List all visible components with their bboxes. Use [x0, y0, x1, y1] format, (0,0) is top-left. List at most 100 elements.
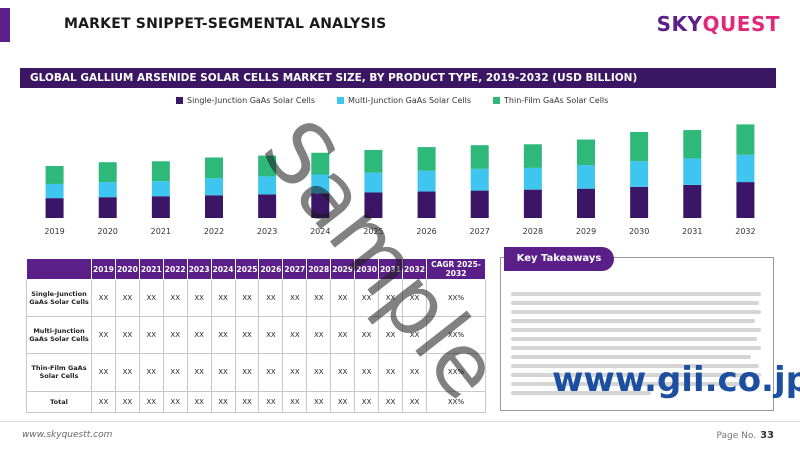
- table-cell: XX: [306, 316, 332, 355]
- table-cell: XX: [210, 278, 236, 318]
- table-cell: XX: [282, 353, 308, 392]
- table-row-label: Total: [26, 390, 92, 414]
- bar-2022-series-0: [205, 195, 223, 218]
- table-cell: XX: [210, 316, 236, 355]
- x-tick-label: 2029: [576, 227, 596, 236]
- table-row: Thin-Film GaAs Solar Cells XX XX XX XX XX XX XX…: [26, 353, 486, 392]
- table-cell: XX: [401, 353, 428, 392]
- table-cell: XX: [378, 353, 403, 392]
- bar-2026-series-0: [417, 191, 436, 218]
- table-header-cell: 2028: [306, 258, 332, 280]
- bar-2032-series-0: [736, 182, 755, 218]
- table-header-cell: 2019: [91, 258, 116, 280]
- table-cell: XX: [378, 278, 403, 318]
- table-cell: XX: [282, 278, 308, 318]
- data-table: 2019 2020 2021 2022 2023 2024 2025 2026 2027 2028…: [26, 258, 486, 414]
- bar-2021-series-1: [151, 181, 170, 197]
- table-cell: XX: [354, 316, 380, 355]
- table-cell: XX: [258, 278, 284, 318]
- table-cell: XX: [114, 390, 140, 414]
- table-cell: XX: [210, 353, 236, 392]
- table-cell: XX: [401, 278, 428, 318]
- table-header-cell: 2030: [354, 258, 380, 280]
- x-tick-label: 2026: [416, 227, 436, 236]
- bar-2026-series-2: [417, 147, 436, 171]
- bar-2029-series-2: [577, 139, 595, 166]
- table-cell: XX: [282, 316, 308, 355]
- bar-2028-series-1: [523, 167, 542, 190]
- table-cell: XX: [401, 390, 428, 414]
- bar-2020-series-2: [98, 162, 117, 183]
- table-header-cell: 2020: [114, 258, 140, 280]
- table-cell: XX: [91, 353, 116, 392]
- table-cell: XX: [234, 390, 260, 414]
- table-header-cell: 2026: [258, 258, 284, 280]
- x-tick-label: 2024: [310, 227, 330, 236]
- table-cell: XX: [91, 278, 116, 318]
- table-header-corner: [26, 258, 92, 280]
- key-takeaways-title: Key Takeaways: [504, 247, 614, 271]
- bar-2024-series-2: [311, 152, 330, 175]
- table-cell: XX: [378, 390, 403, 414]
- title-accent-bar: [0, 8, 10, 42]
- x-tick-label: 2031: [682, 227, 702, 236]
- skyquest-logo: SKYQUEST: [656, 12, 780, 36]
- table-cell: XX: [258, 353, 284, 392]
- bar-2028-series-0: [523, 189, 542, 218]
- table-header-cell: 2029: [330, 258, 356, 280]
- table-row: Single-Junction GaAs Solar Cells XX XX XX XX…: [26, 278, 486, 318]
- table-header-cell: 2022: [162, 258, 188, 280]
- bar-2025-series-0: [364, 192, 383, 218]
- bar-2032-series-2: [736, 124, 755, 155]
- table-cell: XX: [378, 316, 403, 355]
- table-cell: XX: [91, 316, 116, 355]
- x-tick-label: 2028: [523, 227, 543, 236]
- table-cell: XX: [330, 353, 356, 392]
- bar-2030-series-2: [630, 131, 649, 162]
- table-header-cell: 2021: [138, 258, 164, 280]
- table-cell: XX%: [426, 316, 486, 355]
- page-title: MARKET SNIPPET-SEGMENTAL ANALYSIS: [64, 16, 387, 32]
- table-cell: XX: [138, 353, 164, 392]
- chart-legend: Single-Junction GaAs Solar Cells Multi-J…: [176, 96, 608, 105]
- bar-2029-series-0: [577, 188, 595, 218]
- legend-item-thin-film: Thin-Film GaAs Solar Cells: [493, 96, 608, 105]
- table-cell: XX: [234, 316, 260, 355]
- table-header-cell: 2024: [210, 258, 236, 280]
- x-tick-label: 2020: [98, 227, 118, 236]
- bar-2020-series-0: [98, 197, 117, 218]
- key-takeaways-panel: Key Takeaways: [500, 247, 776, 413]
- table-cell: XX%: [426, 278, 486, 318]
- table-cell: XX: [354, 390, 380, 414]
- table-row-label: Thin-Film GaAs Solar Cells: [26, 353, 92, 392]
- table-header-cell: CAGR 2025-2032: [426, 258, 486, 280]
- bar-2031-series-1: [683, 158, 702, 185]
- bar-2032-series-1: [736, 154, 755, 183]
- table-cell: XX: [114, 353, 140, 392]
- bar-2020-series-1: [98, 182, 117, 198]
- table-header-cell: 2023: [186, 258, 212, 280]
- bar-2019-series-0: [45, 198, 64, 218]
- bar-2030-series-0: [630, 186, 649, 218]
- bar-2030-series-1: [630, 161, 649, 187]
- bar-2022-series-2: [205, 157, 223, 179]
- table-cell: XX: [186, 278, 212, 318]
- table-cell: XX: [210, 390, 236, 414]
- bar-2027-series-1: [470, 168, 489, 191]
- table-cell: XX: [138, 390, 164, 414]
- bar-2021-series-2: [151, 161, 170, 182]
- x-tick-label: 2022: [204, 227, 224, 236]
- table-header-row: 2019 2020 2021 2022 2023 2024 2025 2026 2027 2028…: [26, 258, 486, 280]
- table-row: Multi-Junction GaAs Solar Cells XX XX XX XX X…: [26, 316, 486, 355]
- bar-2025-series-2: [364, 149, 383, 173]
- table-cell: XX: [330, 390, 356, 414]
- bar-2021-series-0: [151, 196, 170, 218]
- bar-2023-series-0: [258, 194, 277, 218]
- table-cell: XX%: [426, 353, 486, 392]
- table-header-cell: 2032: [401, 258, 428, 280]
- bar-2027-series-0: [470, 190, 489, 218]
- table-cell: XX: [162, 390, 188, 414]
- table-cell: XX: [162, 353, 188, 392]
- table-cell: XX: [234, 353, 260, 392]
